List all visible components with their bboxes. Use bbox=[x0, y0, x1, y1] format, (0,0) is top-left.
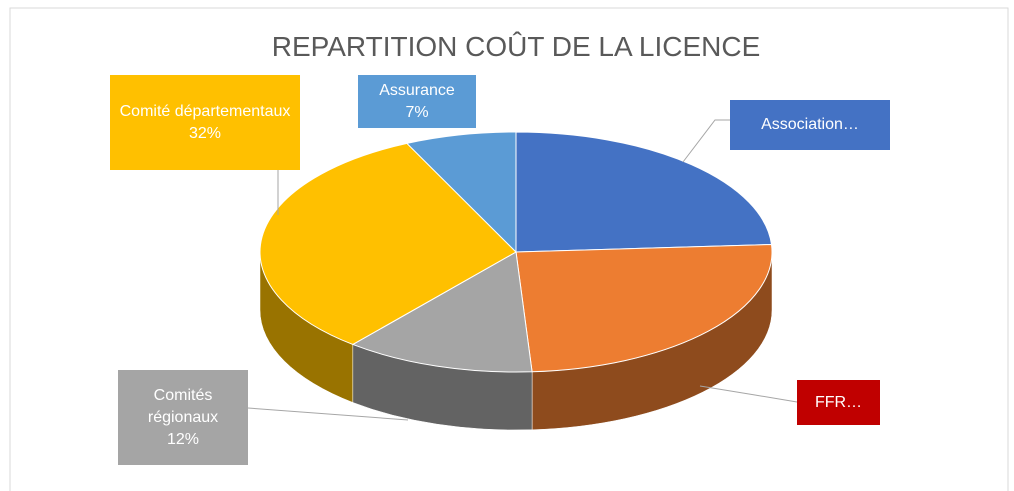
leader-line bbox=[682, 119, 730, 163]
label-value: 7% bbox=[405, 103, 429, 121]
data-label: Comité départementaux 32% bbox=[110, 75, 300, 170]
label-category: Comités régionaux bbox=[147, 386, 219, 426]
leader-line bbox=[699, 385, 798, 403]
label-value: 12% bbox=[166, 430, 200, 448]
pie-slice bbox=[351, 251, 533, 373]
leader-line bbox=[247, 407, 409, 421]
pie-slice bbox=[405, 131, 517, 254]
pie-slice bbox=[515, 243, 773, 373]
pie-slice bbox=[259, 142, 517, 346]
data-label: Association… bbox=[730, 100, 890, 150]
label-category: Association… bbox=[761, 116, 859, 133]
chart-border bbox=[9, 7, 1009, 491]
label-category: FFR… bbox=[814, 393, 863, 411]
label-category: Assurance bbox=[379, 81, 455, 99]
chart-title: REPARTITION COÛT DE LA LICENCE bbox=[272, 31, 761, 62]
label-value: 32% bbox=[188, 124, 222, 142]
label-category: Comité départementaux bbox=[119, 102, 291, 120]
data-label: Assurance 7% bbox=[358, 75, 476, 128]
pie-slice bbox=[515, 131, 773, 253]
data-label: Comités régionaux 12% bbox=[118, 370, 248, 465]
data-label: FFR… bbox=[797, 380, 880, 425]
